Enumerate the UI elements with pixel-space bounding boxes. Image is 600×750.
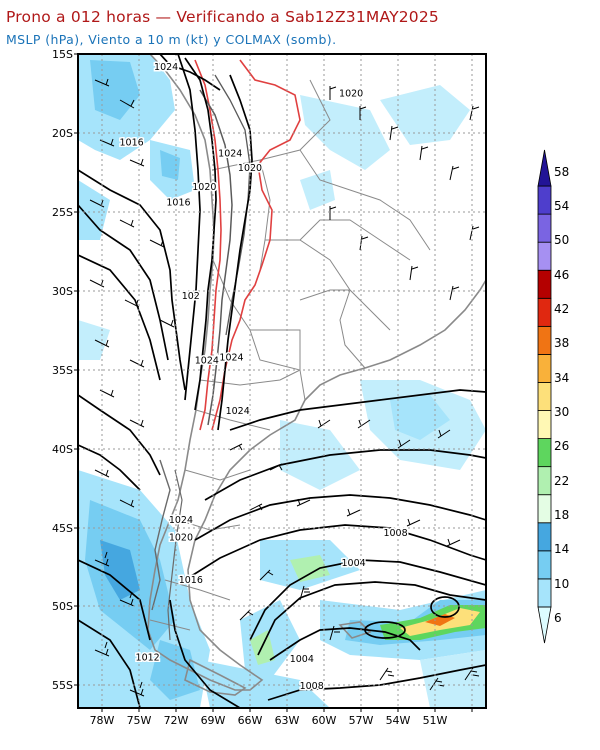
colorbar-label: 38 (554, 336, 569, 350)
colorbar-swatch (537, 354, 552, 383)
lon-label: 72W (164, 714, 189, 727)
colorbar-label: 26 (554, 439, 569, 453)
colorbar-swatch (537, 149, 552, 187)
colorbar-label: 34 (554, 371, 569, 385)
isobar-label: 1020 (169, 533, 193, 544)
lon-label: 63W (275, 714, 300, 727)
reflectivity-shading (78, 54, 486, 708)
lon-label: 75W (127, 714, 152, 727)
map-title: Prono a 012 horas — Verificando a Sab12Z… (6, 8, 439, 26)
isobar-label: 102 (182, 291, 200, 302)
lon-label: 57W (349, 714, 374, 727)
colorbar-swatch (537, 325, 552, 355)
isobar-label: 1024 (218, 149, 242, 160)
lat-label: 15S (52, 48, 73, 61)
colorbar-label: 50 (554, 233, 569, 247)
colorbar-label: 58 (554, 165, 569, 179)
lat-label: 50S (52, 600, 73, 613)
isobar-label: 1016 (179, 575, 203, 586)
isobar-label: 1012 (136, 653, 160, 664)
colorbar-label: 22 (554, 474, 569, 488)
colorbar-label: 18 (554, 508, 569, 522)
lat-label: 20S (52, 127, 73, 140)
colorbar-swatch (537, 494, 552, 524)
isobar-label: 1004 (290, 654, 314, 665)
colorbar-label: 14 (554, 542, 569, 556)
isobar-label: 1016 (166, 198, 190, 209)
colorbar-swatch (537, 382, 552, 411)
colorbar-swatch (537, 438, 552, 468)
lat-label: 55S (52, 679, 73, 692)
colorbar-swatch (537, 185, 552, 215)
colorbar-label: 54 (554, 199, 569, 213)
isobar-label: 1008 (300, 681, 324, 692)
lat-label: 40S (52, 443, 73, 456)
isobar-label: 1024 (195, 356, 219, 367)
lon-label: 78W (90, 714, 115, 727)
map-subtitle: MSLP (hPa), Viento a 10 m (kt) y COLMAX … (6, 32, 337, 47)
colorbar-label: 10 (554, 577, 569, 591)
colorbar (537, 149, 552, 644)
colorbar-label: 42 (554, 302, 569, 316)
isobar-label: 1024 (154, 62, 178, 73)
latitude-labels: 15S 20S 25S 30S 35S 40S 45S 50S 55S (52, 48, 73, 692)
colorbar-swatch (537, 297, 552, 327)
isobar-label: 1008 (383, 528, 407, 539)
colorbar-swatch (537, 550, 552, 580)
lon-label: 51W (423, 714, 448, 727)
coastlines (147, 54, 486, 696)
isobar-label: 1024 (219, 352, 243, 363)
isobar-label: 1020 (192, 182, 216, 193)
colorbar-swatch (537, 606, 552, 644)
lat-label: 45S (52, 522, 73, 535)
colorbar-swatch (537, 213, 552, 243)
colorbar-label: 6 (554, 611, 562, 625)
axis-ticks (74, 53, 473, 712)
isobar-label: 1004 (342, 558, 366, 569)
colorbar-swatch (537, 466, 552, 496)
lat-label: 30S (52, 285, 73, 298)
isobar-label: 1020 (238, 163, 262, 174)
lat-label: 25S (52, 206, 73, 219)
lon-label: 54W (386, 714, 411, 727)
lat-lon-grid (78, 54, 486, 708)
lon-label: 60W (312, 714, 337, 727)
lon-label: 66W (238, 714, 263, 727)
isobar-label: 1020 (339, 89, 363, 100)
colorbar-label: 30 (554, 405, 569, 419)
map-frame (77, 53, 487, 709)
colorbar-swatch (537, 241, 552, 271)
colorbar-labels: 6 10 14 18 22 26 30 34 38 42 46 50 54 58 (554, 165, 569, 625)
colorbar-swatch (537, 522, 552, 552)
colorbar-swatch (537, 410, 552, 439)
longitude-labels: 78W 75W 72W 69W 66W 63W 60W 57W 54W 51W (90, 714, 448, 727)
lat-label: 35S (52, 364, 73, 377)
isobar-label: 1024 (226, 406, 250, 417)
colorbar-swatch (537, 578, 552, 608)
isobar-label: 1024 (169, 515, 193, 526)
isobar-label: 1016 (120, 138, 144, 149)
colorbar-label: 46 (554, 268, 569, 282)
wind-barbs (89, 78, 480, 697)
lon-label: 69W (201, 714, 226, 727)
colorbar-swatch (537, 269, 552, 299)
